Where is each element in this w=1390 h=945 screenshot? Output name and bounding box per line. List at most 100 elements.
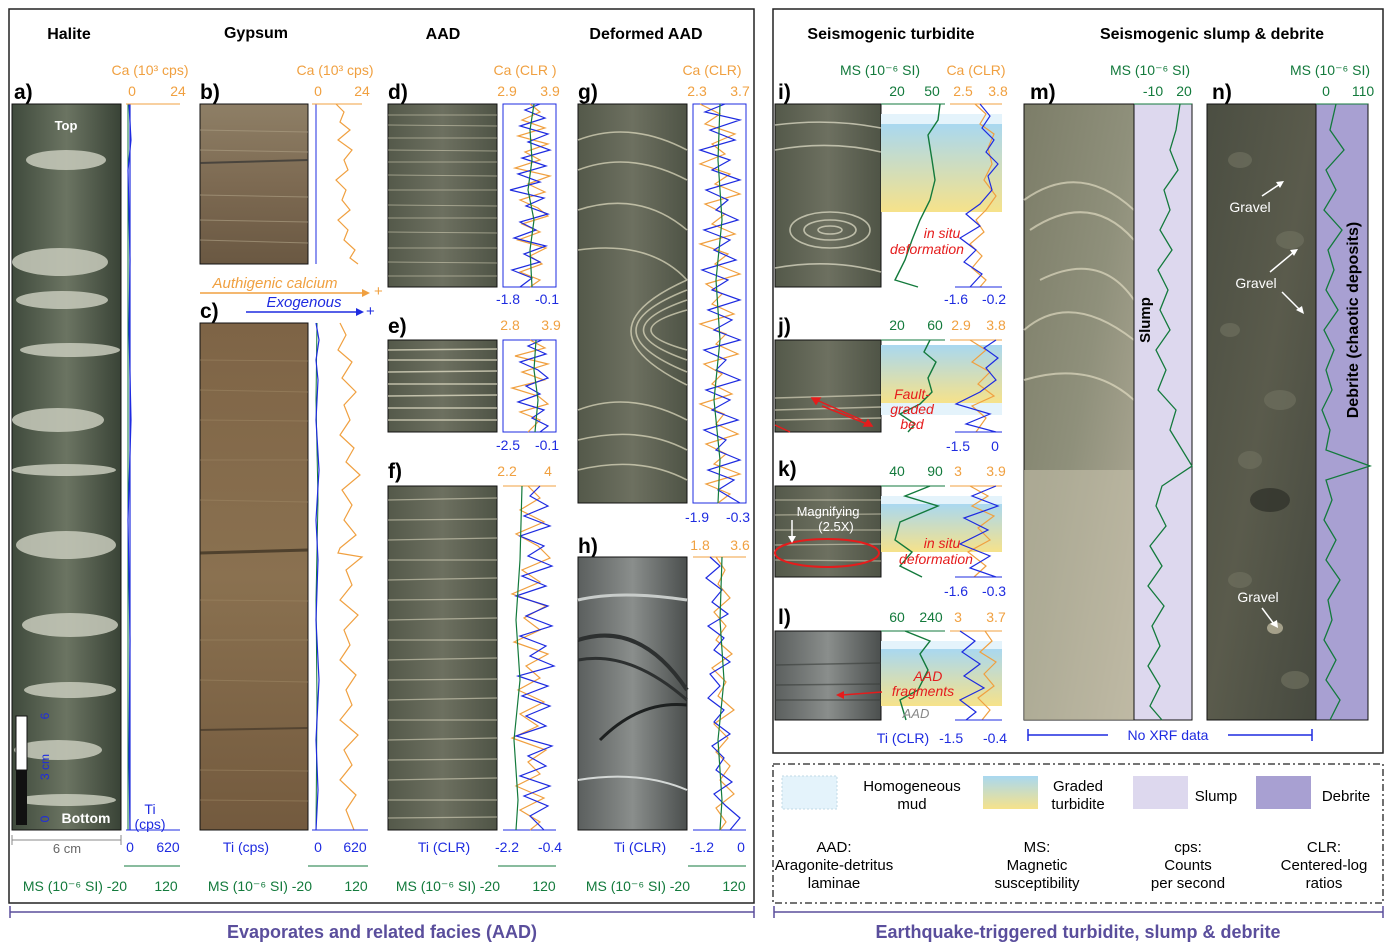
panel-l-ti-max: -0.4 (983, 730, 1007, 746)
panel-c-ti-min: 0 (314, 839, 322, 855)
panel-i-ca-min: 2.5 (953, 83, 973, 99)
panel-c-log (312, 322, 368, 831)
graded-turbidite-band-i (881, 124, 1002, 212)
panel-h-ca-max: 3.6 (730, 537, 750, 553)
panel-c-ms-title: MS (10⁻⁶ SI) -20 (208, 878, 312, 894)
legend-cps-def1: Counts (1164, 857, 1212, 874)
left-frame (8, 8, 755, 904)
panel-f-ca-min: 2.2 (497, 463, 517, 479)
panel-c-ms-max: 120 (344, 878, 368, 894)
panel-d-log (502, 103, 557, 288)
width-label: 6 cm (53, 841, 81, 856)
halite-white-bands (12, 150, 120, 806)
panel-g-ca-max: 3.7 (730, 83, 750, 99)
legend-swatch-debrite (1256, 776, 1311, 809)
scale-bar: 6 3 cm 0 (15, 712, 52, 825)
panel-c-ti-max: 620 (343, 839, 367, 855)
panel-l-ms-min: 60 (889, 609, 905, 625)
panel-b-log (312, 103, 362, 265)
panel-k-ca-max: 3.9 (986, 463, 1006, 479)
panel-m-ms-min: -10 (1143, 83, 1163, 99)
homogeneous-mud-band-i (881, 114, 1002, 124)
legend-clr-def1: Centered-log (1281, 857, 1368, 874)
legend-debrite-label: Debrite (1322, 788, 1370, 805)
panel-f-ca-max: 4 (544, 463, 552, 479)
right-frame (772, 8, 1384, 754)
panel-l-aad-label: AAD (902, 706, 930, 721)
panel-letter-m: m) (1030, 81, 1056, 104)
panel-g-ti-min: -1.9 (685, 509, 709, 525)
panel-i-ms-min: 20 (889, 83, 905, 99)
panel-c-ti-title: Ti (cps) (223, 839, 269, 855)
panel-letter-j: j) (777, 315, 791, 338)
panel-i-ca-max: 3.8 (988, 83, 1008, 99)
panel-n-ms-curve (1321, 103, 1373, 721)
panel-letter-g: g) (578, 81, 598, 104)
panel-f-ti-title: Ti (CLR) (418, 839, 470, 855)
panel-letter-i: i) (778, 81, 791, 104)
panel-d-ca-title: Ca (CLR ) (493, 62, 556, 78)
panel-m-ms-curve (1147, 103, 1193, 721)
gypsum-b-laminae (199, 129, 309, 244)
panel-i-deformation: deformation (890, 241, 964, 257)
panel-letter-l: l) (778, 606, 791, 629)
graded-turbidite-band-l (881, 649, 1002, 706)
legend-homogeneous-line1: Homogeneous (863, 778, 961, 795)
scale-6-label: 6 (38, 712, 52, 719)
panel-a-ca-min: 0 (128, 83, 136, 99)
panel-letter-n: n) (1212, 81, 1232, 104)
panel-letter-f: f) (388, 460, 402, 483)
slump-folds (1023, 181, 1135, 401)
panel-d-ti-max: -0.1 (535, 291, 559, 307)
scale-3cm-label: 3 cm (38, 754, 52, 780)
turbidite-i-folds (774, 121, 882, 273)
turbidite-core-photo-i (774, 103, 882, 288)
panel-letter-k: k) (778, 458, 797, 481)
panel-j-ms-min: 20 (889, 317, 905, 333)
panel-n-ms-title: MS (10⁻⁶ SI) (1290, 62, 1370, 78)
panel-a-ms-title: MS (10⁻⁶ SI) -20 (23, 878, 127, 894)
panel-l-ti-row: Ti (CLR) -1.5 (877, 730, 964, 746)
header-deformed-aad: Deformed AAD (589, 26, 702, 43)
panel-a-ca-title: Ca (10³ cps) (111, 62, 188, 78)
legend-swatch-homogeneous (781, 775, 838, 810)
bottom-brace-left (9, 906, 755, 918)
panel-g-ca-title: Ca (CLR) (682, 62, 741, 78)
exogenous-plus: + (366, 303, 375, 320)
panel-letter-e: e) (388, 315, 407, 338)
panel-f-log (503, 485, 556, 831)
debrite-clasts (1220, 152, 1309, 689)
panel-j-bed: bed (900, 416, 925, 432)
magnify-label: Magnifying (797, 504, 860, 519)
panel-letter-c: c) (200, 300, 219, 323)
panel-i-ti-min: -1.6 (944, 291, 968, 307)
panel-e-ca-max: 3.9 (541, 317, 561, 333)
gypsum-c-laminae (199, 359, 309, 802)
legend-aad-def2: laminae (808, 875, 861, 892)
panel-a-ms-max: 120 (154, 878, 178, 894)
deformed-aad-h-laminae (577, 593, 689, 791)
aad-fragments-arrow (841, 691, 883, 696)
panel-a-ti-min: 0 (126, 839, 134, 855)
header-slump-debrite: Seismogenic slump & debrite (1100, 26, 1324, 43)
panel-j-graded: graded (890, 401, 935, 417)
panel-m-ms-title: MS (10⁻⁶ SI) (1110, 62, 1190, 78)
panel-g-ca-min: 2.3 (687, 83, 707, 99)
panel-e-ti-max: -0.1 (535, 437, 559, 453)
header-gypsum: Gypsum (224, 25, 288, 42)
gypsum-core-photo-c (199, 322, 309, 831)
authigenic-calcium-label: Authigenic calcium (211, 275, 337, 292)
aad-core-photo-e (387, 339, 498, 433)
panel-m-ms-max: 20 (1176, 83, 1192, 99)
panel-j-ca-max: 3.8 (986, 317, 1006, 333)
panel-h-ca-min: 1.8 (690, 537, 710, 553)
header-aad: AAD (426, 26, 461, 43)
panel-k-ti-min: -1.6 (944, 583, 968, 599)
panel-d-ca-min: 2.9 (497, 83, 517, 99)
panel-e-ca-min: 2.8 (500, 317, 520, 333)
slump-band (1133, 103, 1193, 721)
panel-h-ti-max: 0 (737, 839, 745, 855)
panel-a-ca-max: 24 (170, 83, 186, 99)
aad-core-photo-d (387, 103, 498, 288)
magnify-ellipse (774, 538, 880, 568)
